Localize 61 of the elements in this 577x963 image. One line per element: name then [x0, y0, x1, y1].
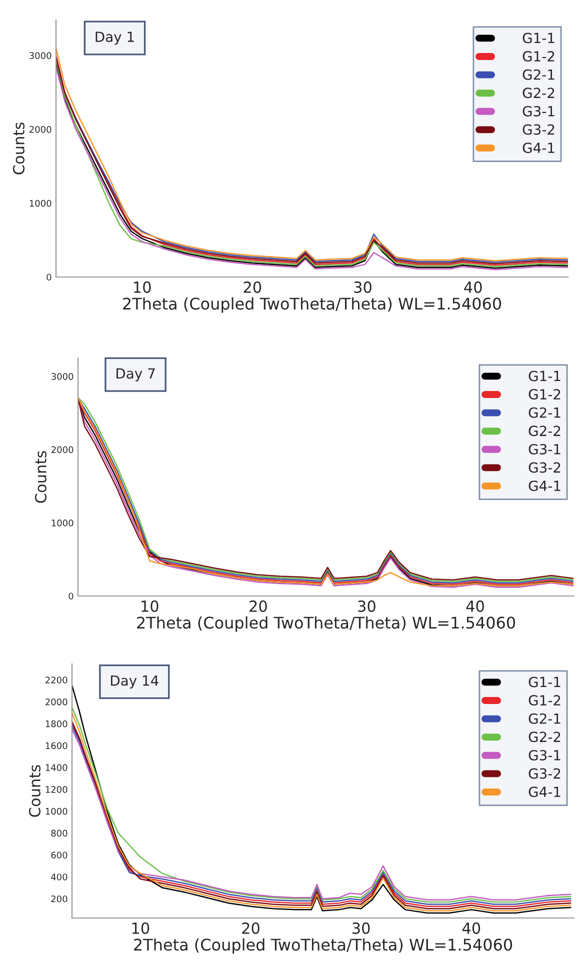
legend-label: G1-1	[528, 370, 560, 382]
y-tick-label: 0	[68, 592, 74, 600]
y-axis-title: Counts	[28, 765, 41, 817]
y-tick-label: 2200	[46, 676, 68, 684]
y-tick-label: 400	[51, 874, 68, 880]
legend-label: G2-1	[528, 407, 560, 418]
y-tick-label: 1000	[52, 520, 74, 526]
y-tick-label: 2000	[30, 126, 52, 133]
y-tick-label: 0	[46, 274, 52, 281]
legend-label: G4-1	[528, 480, 560, 492]
text: Day 1	[96, 32, 134, 45]
legend-label: G4-1	[528, 786, 560, 798]
x-tick-label: 40	[464, 281, 482, 293]
legend-label: G1-1	[528, 676, 560, 688]
text: Day 7	[116, 368, 155, 382]
legend-label: G1-2	[528, 389, 560, 400]
legend-label: G1-2	[522, 51, 554, 62]
legend-label: G2-1	[528, 713, 560, 724]
legend-label: G3-1	[528, 444, 560, 454]
y-tick-label: 200	[51, 895, 68, 902]
legend-label: G1-2	[528, 695, 560, 706]
legend-label: G2-2	[528, 732, 560, 742]
legend-label: G2-2	[528, 426, 560, 436]
text: Day 14	[111, 675, 158, 688]
y-tick-label: 1600	[46, 742, 68, 750]
y-tick-label: 600	[51, 852, 68, 859]
x-tick-label: 30	[354, 281, 372, 293]
x-tick-label: 40	[466, 600, 484, 612]
legend-label: G3-2	[522, 124, 554, 135]
legend-label: G3-2	[528, 768, 560, 779]
y-axis-title: Counts	[12, 122, 25, 174]
y-tick-label: 1000	[30, 200, 52, 207]
x-axis-title: 2Theta (Coupled TwoTheta/Theta) WL=1.54060	[134, 938, 512, 954]
legend-label: G1-1	[522, 32, 554, 44]
legend-label: G3-1	[522, 106, 554, 116]
x-tick-label: 10	[134, 281, 151, 293]
y-tick-label: 1200	[46, 786, 68, 793]
y-tick-label: 800	[51, 830, 68, 837]
x-axis-title: 2Theta (Coupled TwoTheta/Theta) WL=1.54060	[137, 616, 516, 632]
y-tick-label: 3000	[52, 373, 74, 380]
y-tick-label: 3000	[30, 52, 52, 60]
x-tick-label: 30	[352, 922, 370, 934]
legend-label: G2-1	[522, 69, 554, 80]
y-axis-title: Counts	[34, 451, 47, 503]
legend-label: G3-2	[528, 462, 560, 473]
x-tick-label: 20	[242, 922, 260, 934]
x-tick-label: 10	[142, 600, 158, 612]
y-tick-label: 2000	[46, 698, 68, 706]
y-tick-label: 2000	[52, 446, 74, 454]
x-tick-label: 40	[462, 922, 480, 934]
legend-label: G3-1	[528, 750, 560, 760]
x-axis-title: 2Theta (Coupled TwoTheta/Theta) WL=1.54060	[123, 297, 502, 313]
legend-label: G4-1	[522, 142, 554, 154]
x-tick-label: 30	[358, 600, 376, 612]
x-tick-label: 20	[244, 281, 262, 293]
x-tick-label: 20	[250, 600, 267, 612]
y-tick-label: 1800	[46, 720, 68, 728]
y-tick-label: 1000	[46, 808, 68, 815]
x-tick-label: 10	[132, 922, 150, 934]
y-tick-label: 1400	[46, 764, 68, 771]
legend-label: G2-2	[522, 88, 554, 98]
